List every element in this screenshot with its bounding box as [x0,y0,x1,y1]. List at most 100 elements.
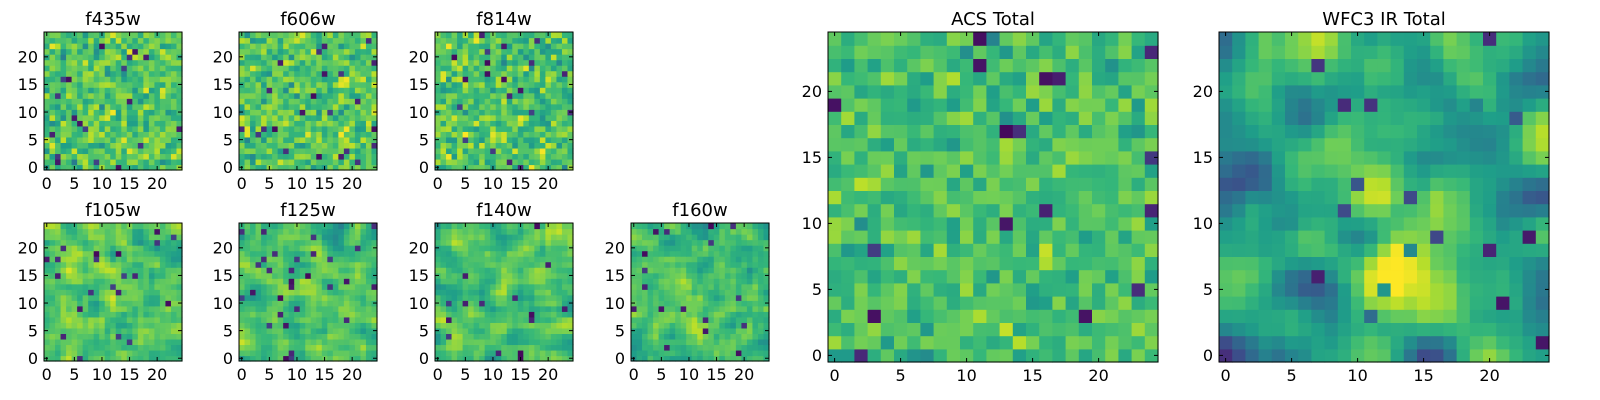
heatmap-cell [719,283,726,290]
heatmap-cell [517,142,524,149]
heatmap-cell [255,114,262,121]
heatmap-cell [473,311,480,318]
heatmap-cell [327,120,334,127]
heatmap-cell [49,109,56,116]
heatmap-cell [867,296,882,310]
heatmap-cell [343,316,350,323]
heatmap-cell [332,103,339,110]
heatmap-cell [143,136,150,143]
heatmap-cell [294,289,301,296]
heatmap-cell [523,283,530,290]
heatmap-cell [327,333,334,340]
heatmap-cell [757,261,765,268]
heatmap-cell [143,294,150,301]
heatmap-cell [170,256,178,263]
heatmap-cell [154,103,161,110]
heatmap-cell [550,37,558,44]
heatmap-cell [239,239,246,246]
heatmap-cell [746,322,754,329]
heatmap-cell [473,125,480,132]
heatmap-cell [501,305,508,312]
heatmap-cell [327,261,334,268]
heatmap-cell [719,327,726,334]
heatmap-cell [115,120,122,127]
heatmap-cell [495,136,502,143]
heatmap-cell [283,87,290,94]
heatmap-cell [719,311,726,318]
heatmap-cell [746,239,754,246]
heatmap-cell [697,322,704,329]
heatmap-cell [255,344,262,351]
heatmap-cell [647,311,654,318]
heatmap-cell [501,103,508,110]
heatmap-cell [746,267,754,274]
heatmap-cell [244,32,251,39]
heatmap-cell [473,294,480,301]
heatmap-cell [495,300,502,307]
heatmap-cell [272,311,279,318]
heatmap-cell [490,81,497,88]
heatmap-cell [741,245,748,252]
heatmap-cell [349,267,356,274]
heatmap-cell [446,147,453,155]
heatmap-cell [272,87,279,94]
heatmap-cell [250,316,257,323]
heatmap-cell [250,32,257,39]
heatmap-cell [642,294,649,301]
heatmap-cell [440,114,447,121]
heatmap-cell [567,283,574,290]
heatmap-cell [468,338,475,346]
heatmap-cell [176,98,183,105]
heatmap-cell [354,349,362,357]
heatmap-cell [473,65,480,72]
heatmap-cell [986,256,1001,271]
heatmap-cell [255,316,262,323]
heatmap-cell [99,338,106,346]
heatmap-cell [93,43,100,50]
heatmap-cell [266,338,273,346]
heatmap-cell [255,300,262,307]
heatmap-cell [261,278,268,285]
heatmap-cell [539,92,546,99]
heatmap-cell [669,234,676,241]
heatmap-cell [730,294,737,301]
heatmap-cell [305,131,312,138]
heatmap-cell [763,256,770,263]
heatmap-cell [104,153,111,160]
heatmap-cell [44,289,51,296]
heatmap-cell [159,267,167,274]
heatmap-cell [506,278,513,285]
heatmap-cell [266,289,273,296]
heatmap-cell [534,272,541,279]
heatmap-cell [435,131,442,138]
heatmap-cell [1118,269,1133,284]
heatmap-cell [457,245,464,252]
heatmap-cell [501,120,508,127]
heatmap-cell [501,98,508,105]
heatmap-cell [365,223,373,230]
heatmap-cell [343,234,350,241]
heatmap-cell [691,250,698,257]
heatmap-cell [66,136,73,143]
heatmap-cell [1092,348,1106,363]
heatmap-cell [299,98,306,105]
heatmap-cell [556,338,563,346]
heatmap-cell [338,338,345,346]
heatmap-cell [93,261,100,268]
heatmap-cell [338,278,345,285]
heatmap-cell [523,349,530,357]
heatmap-cell [473,59,480,66]
heatmap-cell [534,131,541,138]
heatmap-cell [272,278,279,285]
heatmap-cell [99,54,106,61]
heatmap-cell [338,316,345,323]
heatmap-cell [365,261,373,268]
heatmap-cell [49,153,56,160]
heatmap-cell [691,234,698,241]
heatmap-cell [686,228,693,235]
heatmap-cell [523,300,530,307]
heatmap-cell [255,223,262,230]
heatmap-cell [66,48,73,55]
heatmap-cell [71,327,78,334]
